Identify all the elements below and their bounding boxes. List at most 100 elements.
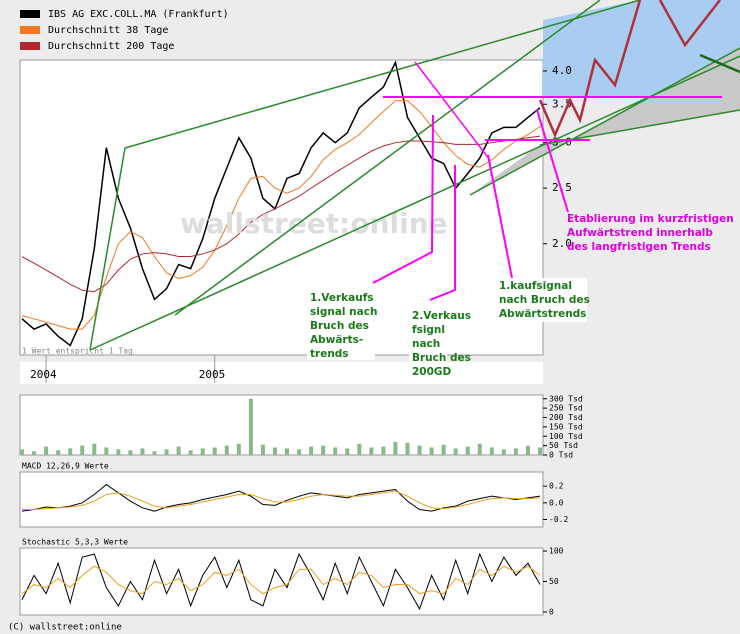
annotation-text: 1.kaufsignal: [499, 280, 572, 292]
annotation-box: [409, 306, 447, 378]
volume-bar: [200, 448, 205, 455]
y-tick-label: 100: [549, 547, 564, 556]
volume-bar: [188, 450, 193, 455]
y-tick-label: 150 Tsd: [549, 422, 583, 431]
trend-line: [124, 0, 641, 149]
y-tick-label: 200 Tsd: [549, 413, 583, 422]
y-tick-label: 0: [549, 607, 554, 616]
volume-bar: [321, 445, 326, 455]
y-tick-label: 250 Tsd: [549, 404, 583, 413]
y-tick-label: 2.0: [552, 237, 572, 250]
downtrend-line: [414, 61, 491, 161]
series-line: [21, 135, 541, 293]
volume-bar: [477, 443, 482, 455]
trend-line: [89, 55, 740, 351]
series-line: [21, 100, 541, 330]
trend-line: [469, 47, 740, 196]
y-tick-label: 300 Tsd: [549, 394, 583, 403]
annotation-text: fsignl: [412, 324, 445, 336]
series-line: [21, 483, 541, 512]
volume-bar: [116, 449, 121, 455]
y-tick-label: 0 Tsd: [549, 451, 573, 460]
annotation-box: [307, 288, 375, 360]
volume-bar: [309, 446, 314, 455]
y-tick-label: 0.0: [549, 498, 564, 507]
volume-bar: [357, 443, 362, 455]
annotation-text: Abwärtstrends: [499, 308, 586, 320]
x-tick-label: 2005: [199, 368, 226, 381]
trend-arrow: [699, 53, 740, 74]
series-line: [21, 565, 541, 595]
volume-bar: [453, 448, 458, 455]
volume-bar: [297, 449, 302, 455]
projection-line: [658, 0, 721, 48]
volume-bar: [333, 447, 338, 455]
y-tick-label: -0.2: [549, 515, 568, 524]
volume-bar: [128, 450, 133, 455]
volume-bar: [20, 449, 24, 455]
projection-line: [538, 0, 642, 139]
volume-bar: [140, 448, 145, 455]
annotation-arrow: [429, 165, 456, 301]
annotation-text: Etablierung im kurzfristigen: [567, 213, 734, 225]
x-tick-label: 2004: [30, 368, 57, 381]
volume-bar: [489, 447, 494, 455]
stoch-area: [19, 547, 544, 616]
legend-swatch: [20, 10, 40, 18]
volume-bar: [345, 448, 350, 455]
volume-bar: [104, 447, 109, 455]
volume-bar: [176, 446, 181, 455]
note: 1 Wert entspricht 1 Tag: [22, 347, 133, 356]
annotation-text: trends: [310, 348, 349, 360]
annotation-text: signal nach: [310, 306, 377, 318]
trend-line: [174, 0, 601, 316]
volume-bar: [285, 448, 290, 455]
annotation-text: des langfristigen Trends: [567, 241, 711, 253]
volume-bar: [68, 448, 73, 455]
annotation-text: Abwärts-: [310, 334, 363, 346]
y-tick-label: 50: [549, 577, 559, 586]
volume-bar: [164, 449, 169, 455]
volume-bar: [369, 447, 374, 455]
macd-area: [19, 471, 544, 528]
annotation-arrow: [536, 109, 569, 213]
volume-bar: [212, 447, 217, 455]
annotation-text: Aufwärtstrend innerhalb: [567, 227, 713, 239]
legend-label: Durchschnitt 200 Tage: [48, 41, 174, 52]
annotation-arrow: [487, 154, 513, 279]
annotation-text: nach: [412, 338, 440, 350]
y-tick-label: 50 Tsd: [549, 441, 578, 450]
volume-bar: [260, 444, 265, 455]
volume-bar: [44, 446, 49, 455]
y-tick-label: 100 Tsd: [549, 432, 583, 441]
annotation-text: 2.Verkaus: [412, 310, 471, 322]
series-line: [22, 490, 541, 510]
annotation-text: nach Bruch des: [499, 294, 590, 306]
legend-swatch: [20, 42, 40, 50]
volume-bar: [429, 447, 434, 455]
volume-bar: [525, 445, 530, 455]
volume-bar: [417, 445, 422, 455]
volume-area: [19, 394, 544, 456]
annotation-text: 1.Verkaufs: [310, 292, 374, 304]
volume-bar: [80, 445, 85, 455]
y-tick-label: 2.5: [552, 181, 572, 194]
legend-label: IBS AG EXC.COLL.MA (Frankfurt): [48, 9, 229, 20]
volume-bar: [538, 447, 542, 455]
annotation-text: 200GD: [412, 366, 452, 378]
volume-bar: [92, 443, 97, 455]
volume-bar: [152, 451, 157, 455]
legend-label: Durchschnitt 38 Tage: [48, 25, 168, 36]
annotation-text: Bruch des: [310, 320, 369, 332]
volume-bar: [465, 446, 470, 455]
annotation-arrow: [372, 114, 434, 284]
volume-bar: [501, 449, 506, 455]
volume-bar: [32, 451, 37, 455]
volume-bar: [248, 398, 253, 455]
volume-bar: [224, 445, 229, 455]
volume-bar: [513, 448, 518, 455]
annotation-box: [495, 278, 587, 322]
volume-bar: [441, 444, 446, 455]
x-axis-strip: [20, 362, 543, 384]
